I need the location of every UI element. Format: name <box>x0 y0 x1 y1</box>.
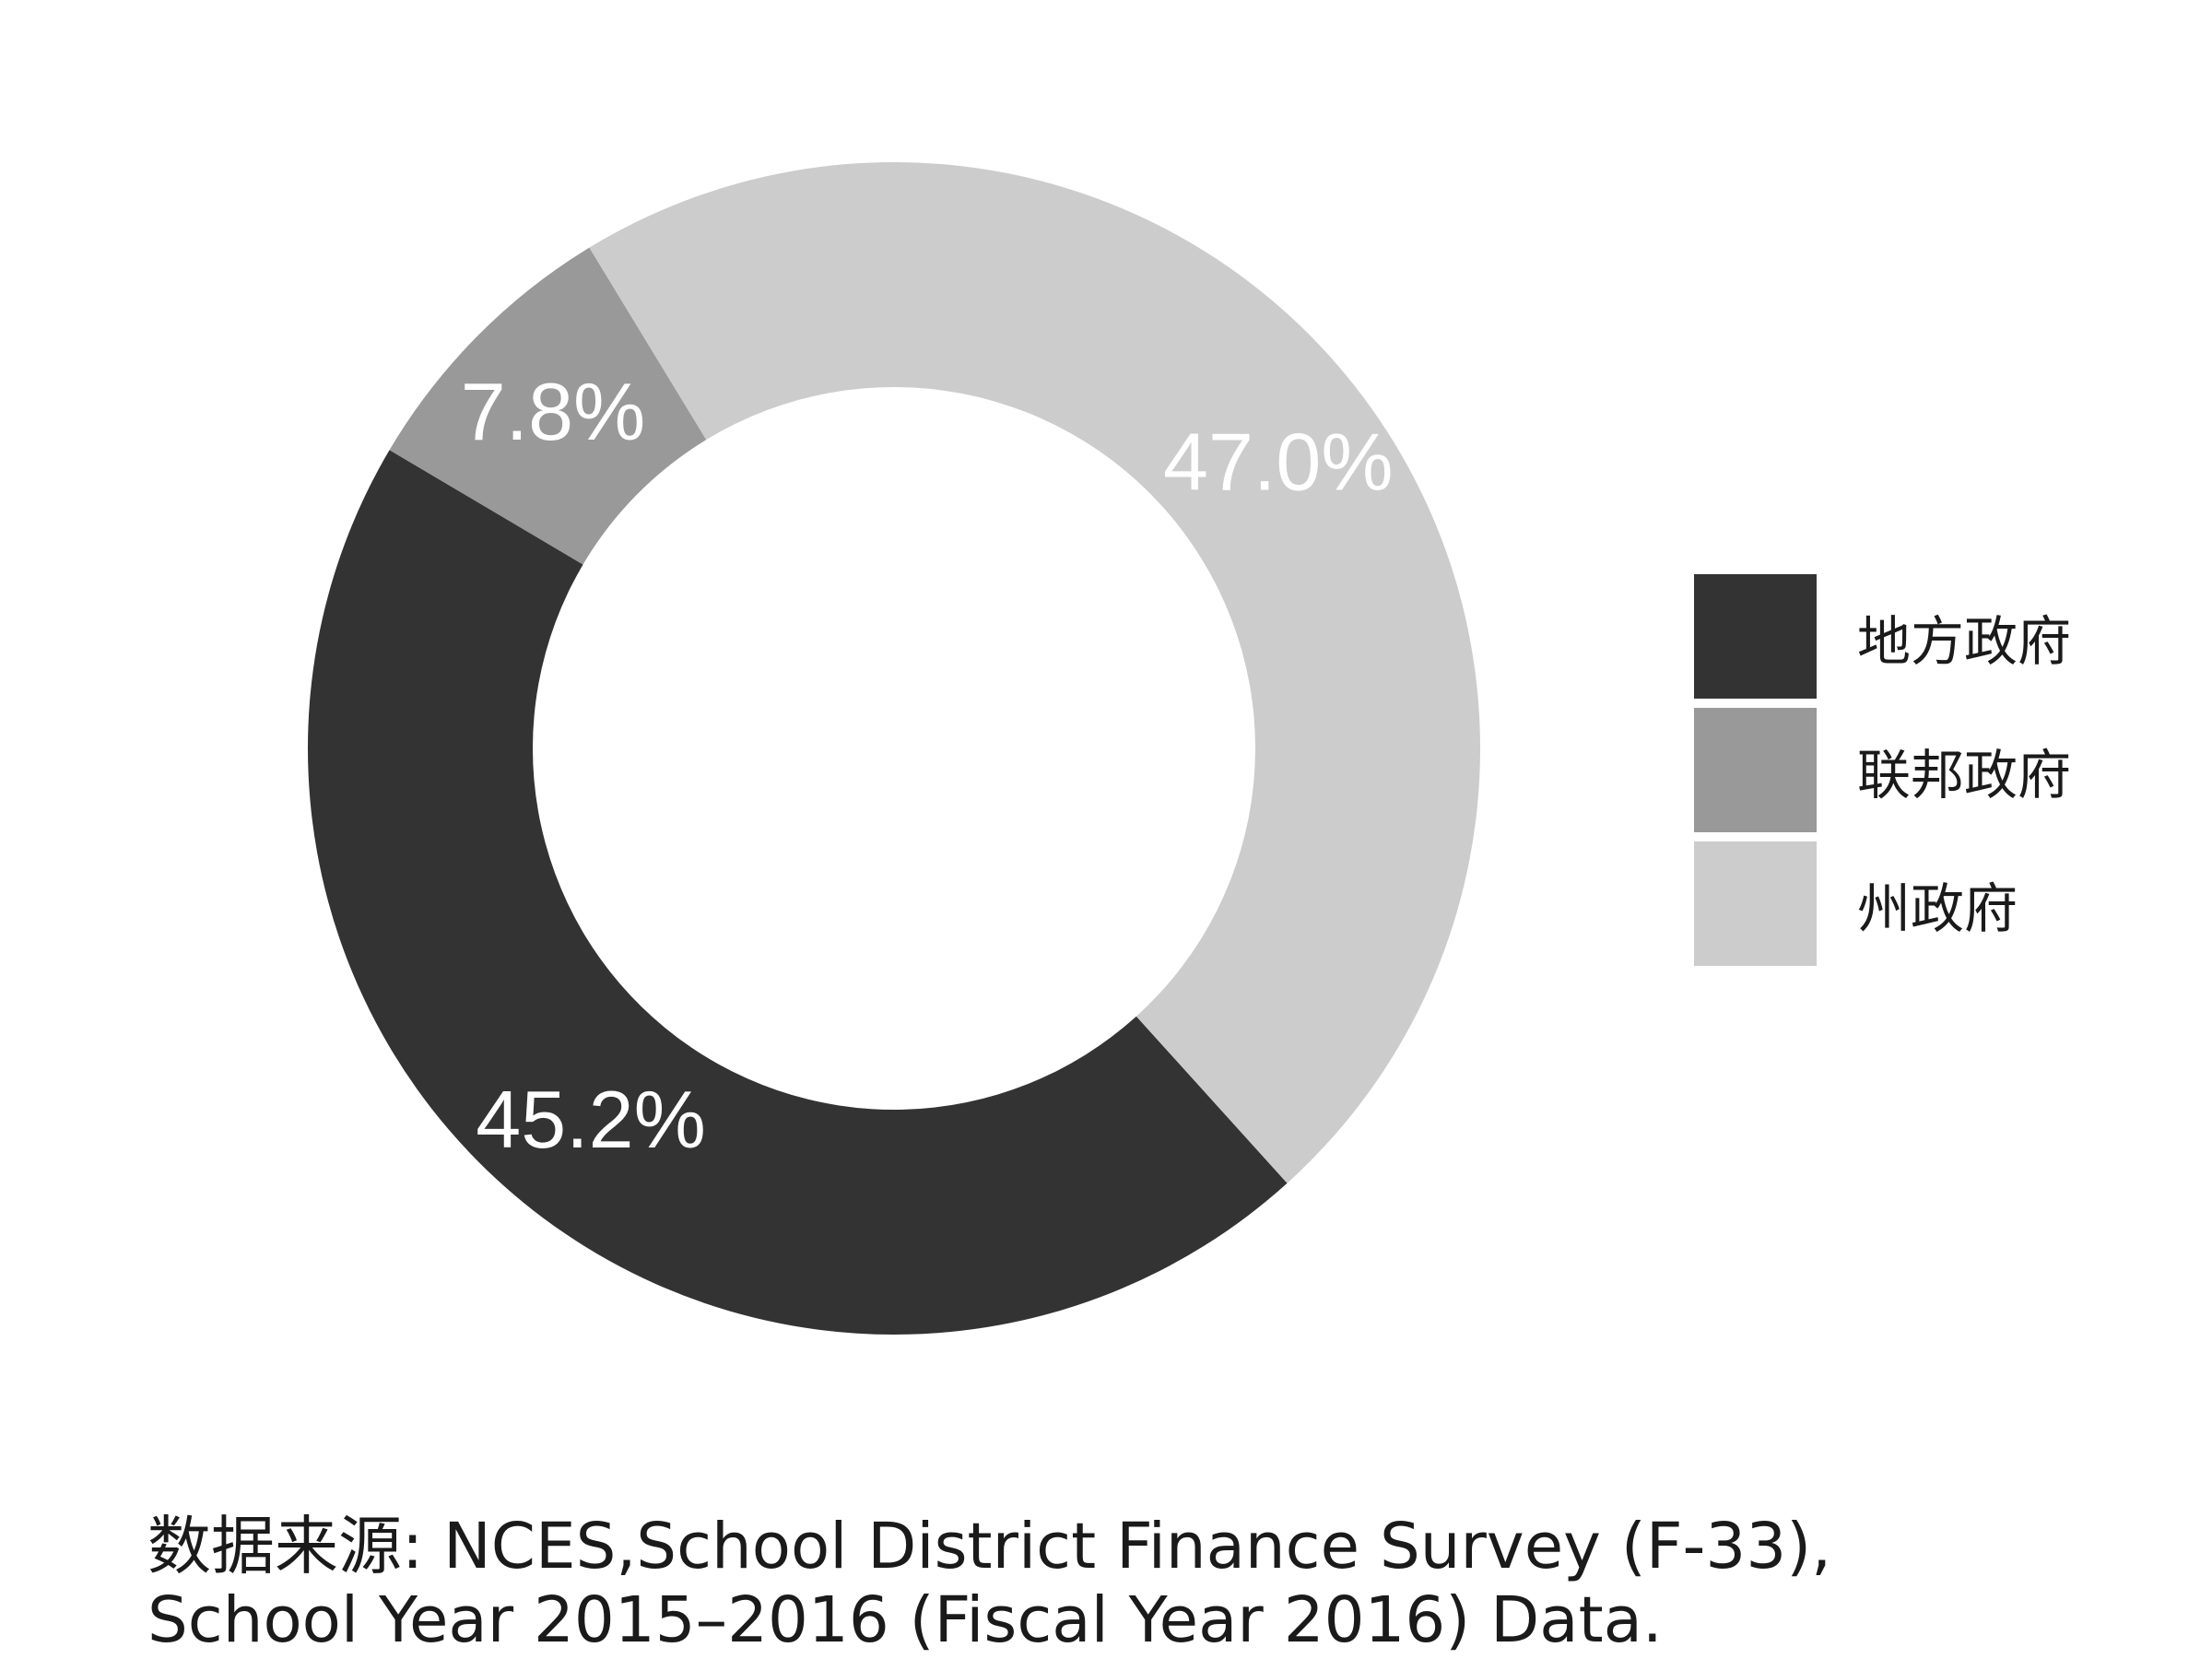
legend-item-local: 地方政府 <box>1694 570 2071 703</box>
source-note: 数据来源: NCES,School District Finance Surve… <box>147 1510 2175 1657</box>
legend-swatch-federal <box>1694 708 1817 832</box>
donut-slice-federal <box>389 247 707 565</box>
slice-label-state: 47.0% <box>1163 417 1394 508</box>
donut-slice-state <box>589 162 1480 1183</box>
source-line-1: 数据来源: NCES,School District Finance Surve… <box>147 1510 1832 1583</box>
slice-label-local: 45.2% <box>476 1074 706 1165</box>
donut-slice-labels: 45.2% 7.8% 47.0% <box>461 366 1394 1165</box>
legend-item-federal: 联邦政府 <box>1694 703 2071 837</box>
donut-slices <box>307 162 1480 1335</box>
legend-swatch-state <box>1694 841 1817 966</box>
legend-label-federal: 联邦政府 <box>1857 743 2072 806</box>
legend-label-state: 州政府 <box>1857 877 2018 940</box>
legend: 地方政府 联邦政府 州政府 <box>1694 570 2071 971</box>
slice-label-federal: 7.8% <box>461 366 646 457</box>
legend-item-state: 州政府 <box>1694 837 2071 971</box>
donut-slice-local <box>307 450 1288 1335</box>
legend-swatch-local <box>1694 574 1817 699</box>
legend-label-local: 地方政府 <box>1857 609 2072 673</box>
source-line-2: School Year 2015–2016 (Fiscal Year 2016)… <box>147 1583 1663 1657</box>
